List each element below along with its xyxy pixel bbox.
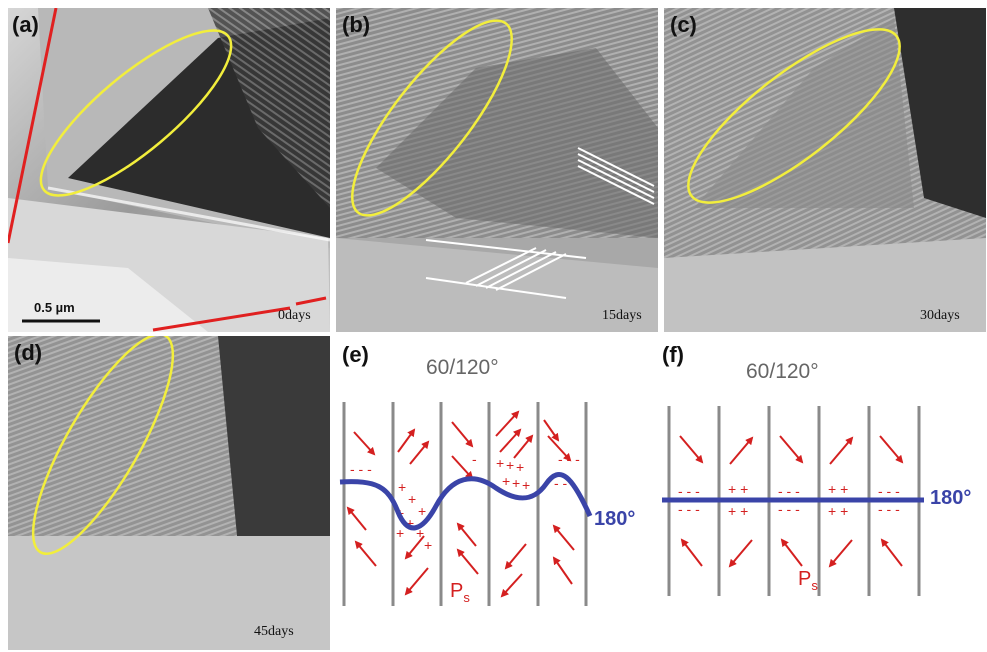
day-label-a: 0days: [278, 308, 311, 323]
svg-text:+: +: [408, 491, 416, 507]
panel-label-c: (c): [670, 12, 697, 37]
day-label-d: 45days: [254, 624, 294, 639]
panel-label-d: (d): [14, 340, 43, 365]
angle-label-f: 60/120°: [746, 360, 819, 383]
svg-text:+: +: [416, 525, 424, 541]
svg-text:+ +: + +: [828, 503, 848, 519]
panel-label-b: (b): [342, 12, 371, 37]
svg-text:+: +: [424, 537, 432, 553]
ps-label-f: Ps: [798, 568, 818, 593]
highlight-ellipse: [351, 19, 513, 217]
svg-text:+ +: + +: [728, 503, 748, 519]
highlight-ellipse: [39, 29, 233, 197]
ps-sub: s: [811, 578, 818, 593]
svg-text:+: +: [502, 473, 510, 489]
panel-b-micrograph: (b) 15days: [336, 8, 658, 332]
svg-text:+: +: [418, 503, 426, 519]
scale-bar-label: 0.5 µm: [34, 300, 75, 315]
panel-f-schematic: - - - - - - + + + + - - - - - - + + + + - - …: [662, 336, 987, 650]
svg-text:+ +: + +: [728, 481, 748, 497]
highlight-ellipse: [687, 28, 901, 204]
panel-e-schematic: - - - + + + + + + + + - + + + + + + - - - - - - (…: [336, 336, 656, 650]
svg-text:- - -: - - -: [878, 501, 900, 517]
red-boundary-line: [8, 8, 58, 244]
angle-label-e: 60/120°: [426, 356, 499, 379]
svg-text:- - -: - - -: [350, 461, 372, 477]
wall-label-e: 180°: [594, 508, 636, 530]
panel-a-micrograph: (a) 0.5 µm 0days: [8, 8, 330, 332]
ps-main: P: [450, 580, 464, 602]
red-boundary-line: [152, 306, 291, 332]
svg-text:+: +: [516, 459, 524, 475]
svg-text:+ +: + +: [828, 481, 848, 497]
panel-d-micrograph: (d) 45days: [8, 336, 330, 650]
ps-sub: s: [463, 590, 470, 605]
panel-label-f: (f): [662, 342, 684, 367]
svg-text:-: -: [472, 451, 477, 467]
svg-text:- - -: - - -: [878, 483, 900, 499]
highlight-ellipse: [31, 336, 175, 555]
svg-text:+: +: [496, 455, 504, 471]
domain-wall-curve: [339, 472, 593, 531]
day-label-b: 15days: [602, 308, 642, 323]
svg-text:- - -: - - -: [678, 501, 700, 517]
ps-main: P: [798, 568, 812, 590]
panel-label-a: (a): [12, 12, 39, 37]
svg-text:- - -: - - -: [558, 451, 580, 467]
svg-text:- - -: - - -: [678, 483, 700, 499]
svg-text:+: +: [512, 475, 520, 491]
day-label-c: 30days: [920, 308, 960, 323]
svg-text:- - -: - - -: [778, 483, 800, 499]
panel-c-micrograph: (c) 30days: [664, 8, 986, 332]
svg-text:+: +: [406, 515, 414, 531]
svg-text:+: +: [506, 457, 514, 473]
panel-label-e: (e): [342, 342, 369, 367]
ps-label-e: Ps: [450, 580, 470, 605]
svg-text:- - -: - - -: [778, 501, 800, 517]
red-boundary-line: [295, 296, 327, 306]
svg-text:+: +: [396, 525, 404, 541]
wall-label-f: 180°: [930, 487, 972, 509]
svg-text:+: +: [398, 479, 406, 495]
svg-text:+: +: [522, 477, 530, 493]
